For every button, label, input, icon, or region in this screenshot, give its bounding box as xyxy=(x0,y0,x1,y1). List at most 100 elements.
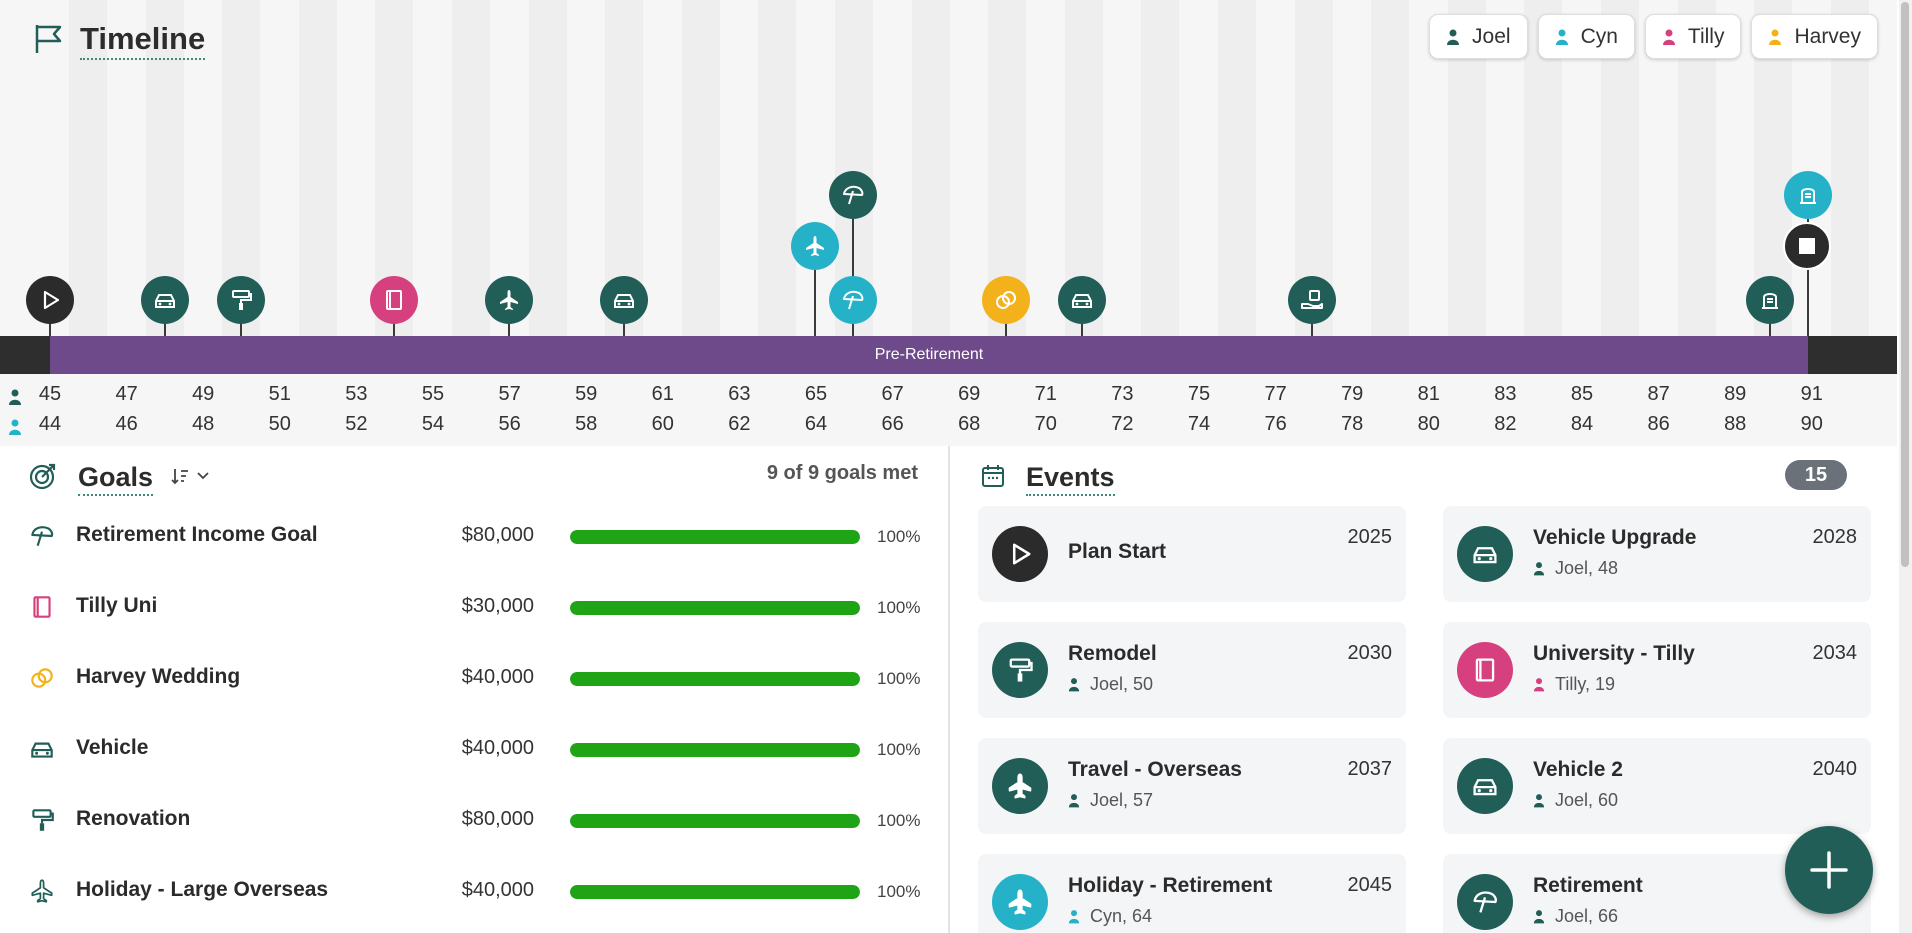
plane-icon xyxy=(500,290,518,310)
timeline-pin-university-tilly[interactable] xyxy=(370,276,418,324)
sort-dropdown[interactable] xyxy=(170,464,216,488)
car-icon xyxy=(1473,547,1497,564)
event-card[interactable]: Remodel 2030 Joel, 50 xyxy=(978,622,1406,718)
age-tick-label: 44 xyxy=(38,413,62,435)
person-chip-label: Cyn xyxy=(1580,24,1618,48)
event-card[interactable]: Plan Start 2025 xyxy=(978,506,1406,602)
pre-retirement-band[interactable]: Pre-Retirement xyxy=(50,336,1808,374)
person-chip-cyn[interactable]: Cyn xyxy=(1537,14,1635,59)
person-icon xyxy=(1068,910,1080,924)
goal-amount: $40,000 xyxy=(461,879,534,901)
goal-row[interactable]: Harvey Wedding $40,000 100% xyxy=(0,651,948,705)
event-person: Joel, 57 xyxy=(1068,790,1153,811)
person-icon xyxy=(9,419,21,435)
plane-icon xyxy=(31,879,53,903)
stop-icon xyxy=(1799,238,1815,254)
timeline-pin-plan-start[interactable] xyxy=(26,276,74,324)
pin-stem xyxy=(49,318,51,336)
event-person: Joel, 60 xyxy=(1533,790,1618,811)
pin-stem xyxy=(1311,318,1313,336)
umbrella-icon xyxy=(843,290,864,310)
timeline-pin-vehicle-3[interactable] xyxy=(1058,276,1106,324)
event-card[interactable]: Travel - Overseas 2037 Joel, 57 xyxy=(978,738,1406,834)
age-tick-label: 80 xyxy=(1417,413,1440,435)
person-chip-harvey[interactable]: Harvey xyxy=(1751,14,1878,59)
age-tick-label: 74 xyxy=(1187,413,1211,435)
car-icon xyxy=(31,742,53,758)
timeline-pin-end-joel[interactable] xyxy=(1746,276,1794,324)
goal-name: Holiday - Large Overseas xyxy=(76,878,329,901)
events-panel: Events 15 Plan Start 2025 Vehicle Upgrade 2… xyxy=(950,446,1897,933)
add-button[interactable] xyxy=(1785,826,1873,914)
age-tick-label: 51 xyxy=(268,383,291,405)
event-icon-badge xyxy=(1457,642,1513,698)
age-tick-label: 78 xyxy=(1341,413,1364,435)
timeline-pin-retirement-joel[interactable] xyxy=(829,171,877,219)
age-tick-label: 71 xyxy=(1034,383,1057,405)
plane-icon xyxy=(1008,889,1032,915)
age-tick-label: 59 xyxy=(575,383,598,405)
umbrella-icon xyxy=(843,185,864,205)
person-icon xyxy=(1533,678,1545,692)
umbrella-icon xyxy=(1473,891,1497,913)
event-person: Tilly, 19 xyxy=(1533,674,1615,695)
event-card[interactable]: Holiday - Retirement 2045 Cyn, 64 xyxy=(978,854,1406,933)
pin-stem xyxy=(240,318,242,336)
goal-percent: 100% xyxy=(877,882,921,901)
goal-row[interactable]: Tilly Uni $30,000 100% xyxy=(0,580,948,634)
goal-progress-fill xyxy=(570,885,860,899)
goal-amount: $40,000 xyxy=(461,666,534,688)
timeline-pin-plan-end[interactable] xyxy=(1783,222,1831,270)
person-icon xyxy=(1068,794,1080,808)
hand-coins-icon xyxy=(1301,290,1323,309)
timeline-pin-vehicle-upgrade[interactable] xyxy=(141,276,189,324)
age-tick-label: 79 xyxy=(1341,383,1364,405)
event-card[interactable]: University - Tilly 2034 Tilly, 19 xyxy=(1443,622,1871,718)
goal-row[interactable]: Vehicle $40,000 100% xyxy=(0,722,948,776)
goal-name: Tilly Uni xyxy=(76,594,158,617)
event-card[interactable]: Vehicle Upgrade 2028 Joel, 48 xyxy=(1443,506,1871,602)
age-tick-label: 52 xyxy=(345,413,368,435)
car-icon xyxy=(614,294,634,308)
person-chip-joel[interactable]: Joel xyxy=(1429,14,1528,59)
age-tick-label: 46 xyxy=(115,413,138,435)
plane-icon xyxy=(1008,773,1032,799)
car-icon xyxy=(1072,294,1092,308)
year-stripe xyxy=(69,0,107,336)
event-year: 2034 xyxy=(1812,642,1858,664)
event-card[interactable]: Vehicle 2 2040 Joel, 60 xyxy=(1443,738,1871,834)
event-icon-badge xyxy=(992,526,1048,582)
goal-amount: $80,000 xyxy=(461,524,534,546)
timeline-pin-end-cyn[interactable] xyxy=(1784,171,1832,219)
year-stripe xyxy=(452,0,490,336)
timeline-pin-holiday-retirement[interactable] xyxy=(791,222,839,270)
event-year: 2040 xyxy=(1812,758,1858,780)
timeline-pin-remodel[interactable] xyxy=(217,276,265,324)
timeline-pin-travel-overseas[interactable] xyxy=(485,276,533,324)
age-tick-label: 81 xyxy=(1417,383,1440,405)
pin-stem xyxy=(1081,318,1083,336)
goal-row[interactable]: Renovation $80,000 100% xyxy=(0,793,948,847)
timeline-pin-vehicle-2[interactable] xyxy=(600,276,648,324)
scrollbar-thumb[interactable] xyxy=(1901,2,1909,567)
age-tick-label: 55 xyxy=(421,383,445,405)
goal-row[interactable]: Holiday - Large Overseas $40,000 100% xyxy=(0,864,948,918)
pin-stem xyxy=(1005,318,1007,336)
person-chip-tilly[interactable]: Tilly xyxy=(1644,14,1742,59)
age-axis-joel: 45 47 49 51 53 55 57 59 61 63 65 67 69 71 73 75 77 79 81 83… xyxy=(0,383,1897,411)
goal-row[interactable]: Retirement Income Goal $80,000 100% xyxy=(0,509,948,563)
event-icon-badge xyxy=(1457,874,1513,930)
timeline-pin-retirement-cyn[interactable] xyxy=(829,276,877,324)
event-name: Retirement xyxy=(1533,874,1643,897)
age-tick-label: 73 xyxy=(1111,383,1134,405)
goal-name: Renovation xyxy=(76,807,191,830)
age-tick-label: 69 xyxy=(958,383,981,405)
panel-divider xyxy=(948,446,950,933)
event-person: Joel, 66 xyxy=(1533,906,1618,927)
event-person-label: Tilly, 19 xyxy=(1555,674,1616,694)
chevron-down-icon xyxy=(197,472,209,480)
timeline-pin-downsize[interactable] xyxy=(1288,276,1336,324)
goal-progress-fill xyxy=(570,601,860,615)
pin-stem xyxy=(814,262,816,336)
timeline-pin-harvey-wedding[interactable] xyxy=(982,276,1030,324)
